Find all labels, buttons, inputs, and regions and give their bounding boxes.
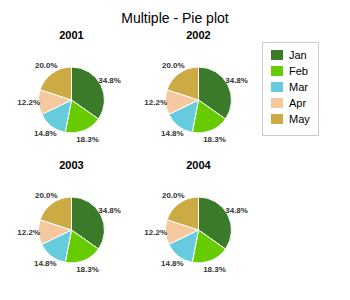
svg-text:34.8%: 34.8%: [98, 206, 121, 215]
svg-text:18.3%: 18.3%: [76, 265, 99, 274]
svg-text:12.2%: 12.2%: [17, 228, 40, 237]
svg-text:20.0%: 20.0%: [162, 191, 185, 200]
html-text:2001: 2001: [59, 29, 84, 41]
svg-text:34.8%: 34.8%: [225, 76, 248, 85]
svg-text:18.3%: 18.3%: [76, 135, 99, 144]
html-text:Feb: Feb: [289, 65, 308, 77]
svg-text:20.0%: 20.0%: [35, 191, 58, 200]
svg-text:12.2%: 12.2%: [17, 98, 40, 107]
svg-text:14.8%: 14.8%: [161, 129, 184, 138]
svg-text:18.3%: 18.3%: [203, 265, 226, 274]
svg-text:34.8%: 34.8%: [225, 206, 248, 215]
html-text:2002: 2002: [186, 29, 211, 41]
svg-text:20.0%: 20.0%: [162, 61, 185, 70]
svg-text:14.8%: 14.8%: [161, 259, 184, 268]
svg-text:20.0%: 20.0%: [35, 61, 58, 70]
svg-text:14.8%: 14.8%: [34, 129, 57, 138]
html-text:May: May: [289, 113, 310, 125]
svg-text:12.2%: 12.2%: [144, 98, 167, 107]
html-text:Jan: Jan: [289, 49, 307, 61]
svg-text:14.8%: 14.8%: [34, 259, 57, 268]
html-text:Multiple - Pie plot: Multiple - Pie plot: [121, 10, 229, 26]
svg-text:34.8%: 34.8%: [98, 76, 121, 85]
html-text:Apr: Apr: [289, 97, 307, 109]
html-text:Mar: Mar: [289, 81, 308, 93]
svg-text:18.3%: 18.3%: [203, 135, 226, 144]
svg-text:12.2%: 12.2%: [144, 228, 167, 237]
html-text:2003: 2003: [59, 159, 84, 171]
html-text:2004: 2004: [186, 159, 211, 171]
